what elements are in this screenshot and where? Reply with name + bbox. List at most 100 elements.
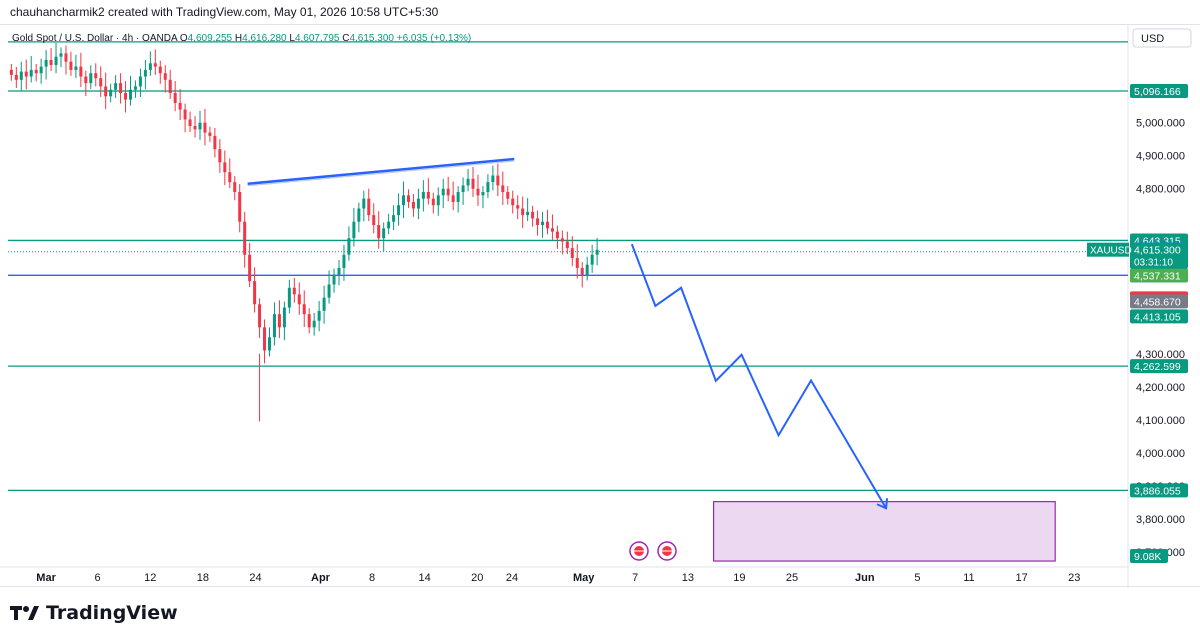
legend-value: 4,616.280 [242, 33, 287, 44]
y-tick-label: 4,100.000 [1136, 415, 1185, 427]
level-price-badge [1130, 359, 1188, 374]
candle-body [402, 195, 406, 206]
candle-body [213, 135, 217, 150]
x-tick-label: 13 [682, 572, 694, 584]
candle-body [277, 314, 281, 328]
x-tick-label: 5 [914, 572, 920, 584]
candle-body [94, 73, 98, 79]
caption-bar: chauhancharmik2 created with TradingView… [0, 0, 1200, 24]
candle-body [312, 320, 316, 328]
candle-body [79, 66, 83, 77]
tradingview-logo[interactable]: TradingView [10, 600, 178, 626]
price-chart[interactable]: USD 4,300.000 4,200.000 4,100.000 4,000.000 3… [0, 25, 1200, 588]
y-tick-label: 4,300.000 [1136, 349, 1185, 361]
candle-body [44, 60, 48, 67]
price-badge-text: 4,458.670 [1134, 296, 1181, 308]
candle-body [54, 56, 58, 65]
target-zone[interactable] [712, 501, 1056, 562]
currency-button[interactable] [1132, 28, 1192, 48]
current-price-badge [1130, 242, 1188, 269]
candle-body [243, 221, 247, 255]
x-tick-label: Jun [855, 572, 875, 584]
candle-body [461, 185, 465, 193]
candle-body [342, 254, 346, 268]
candle-body [397, 205, 401, 216]
candle-body [486, 182, 490, 193]
candle-body [585, 264, 589, 275]
candle-body [357, 208, 361, 222]
price-badge-text: 4,537.331 [1134, 270, 1181, 282]
y-tick-label: 4,900.000 [1136, 151, 1185, 163]
candle-body [501, 185, 505, 193]
candle-body [39, 66, 43, 74]
legend-value: Gold Spot / U.S. Dollar · 4h · OANDA [12, 33, 178, 44]
candle-body [590, 254, 594, 265]
chart-area[interactable]: USD 4,300.000 4,200.000 4,100.000 4,000.000 3… [0, 24, 1200, 588]
candle-body [555, 231, 559, 239]
x-tick-label: 24 [506, 572, 518, 584]
candle-body [322, 297, 326, 311]
candle-body [272, 314, 276, 338]
candle-body [173, 93, 177, 103]
x-tick-label: May [573, 572, 595, 584]
candle-body [59, 53, 63, 57]
candle-body [34, 69, 38, 74]
candle-body [143, 69, 147, 77]
x-tick-label: 6 [95, 572, 101, 584]
candle-body [382, 228, 386, 239]
candle-body [74, 66, 78, 70]
candle-body [148, 63, 152, 70]
candle-body [541, 221, 545, 226]
projection-path[interactable] [630, 243, 887, 509]
projection-arrowhead [876, 498, 889, 510]
candle-body [421, 192, 425, 199]
candle-body [297, 294, 301, 305]
candle-body [476, 188, 480, 196]
candle-body [521, 208, 525, 216]
x-tick-label: Apr [311, 572, 331, 584]
candle-body [595, 249, 599, 255]
volume-badge [1130, 549, 1168, 563]
candle-body [481, 192, 485, 196]
candle-body [347, 238, 351, 255]
brand-name: TradingView [46, 602, 178, 624]
candle-body [218, 149, 222, 163]
candle-body [104, 86, 108, 97]
candle-body [426, 192, 430, 199]
y-tick-label: 4,800.000 [1136, 184, 1185, 196]
level-price-badge [1130, 483, 1188, 498]
candle-body [263, 327, 267, 351]
candle-body [570, 248, 574, 259]
candle-body [392, 215, 396, 222]
candle-body [411, 201, 415, 209]
candle-body [575, 258, 579, 268]
candle-body [208, 132, 212, 136]
y-tick-label: 4,200.000 [1136, 382, 1185, 394]
price-badge [1130, 268, 1188, 283]
candle-body [317, 310, 321, 321]
candle-body [183, 109, 187, 120]
candle-body [377, 225, 381, 239]
candle-body [496, 175, 500, 186]
x-tick-label: Mar [36, 572, 56, 584]
candle-body [203, 122, 207, 133]
candle-body [287, 287, 291, 308]
candle-body [466, 178, 470, 186]
candle-body [233, 182, 237, 193]
x-tick-label: 20 [471, 572, 483, 584]
candle-body [223, 162, 227, 173]
candle-body [124, 93, 128, 100]
y-tick-label: 4,000.000 [1136, 448, 1185, 460]
candle-body [560, 238, 564, 242]
trendline[interactable] [247, 157, 515, 186]
legend-value: O [177, 33, 188, 44]
candle-body [114, 83, 118, 90]
volume-badge-text: 9.08K [1134, 551, 1161, 563]
price-badge-text: 4,413.105 [1134, 311, 1181, 323]
candle-body [64, 53, 68, 62]
candle-body [253, 281, 257, 305]
candle-body [516, 205, 520, 209]
level-price-badge [1130, 83, 1188, 98]
legend-value: H [232, 33, 242, 44]
candle-body [406, 195, 410, 202]
